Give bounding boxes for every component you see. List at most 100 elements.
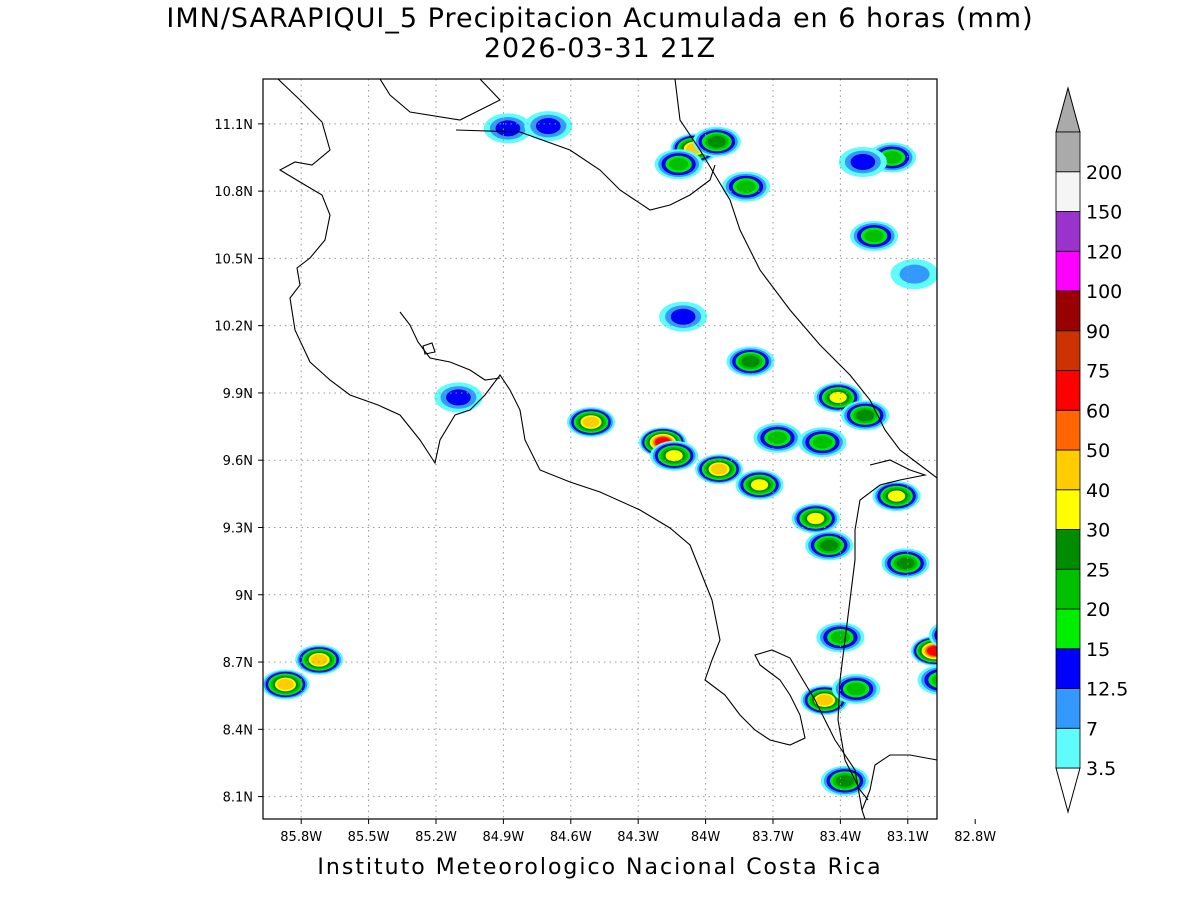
lat-tick-label: 8.7N — [223, 656, 253, 671]
colorbar-label: 90 — [1086, 321, 1110, 343]
colorbar: 3.5 7 12.5 15 20 25 30 40 50 60 75 90 100 120 150 200 — [1055, 86, 1128, 814]
colorbar-min-arrow — [1055, 767, 1081, 814]
precipitation-contour — [736, 180, 756, 193]
colorbar-swatch — [1055, 648, 1081, 689]
precipitation-contour — [1007, 580, 1055, 610]
precipitation-contour — [962, 499, 988, 516]
precipitation-contour — [977, 646, 1013, 669]
map-title: IMN/SARAPIQUI_5 Precipitacion Acumulada … — [166, 3, 1034, 34]
coastlines-borders — [277, 79, 937, 819]
precipitation-contour — [994, 713, 1011, 724]
precipitation-cell — [726, 346, 775, 377]
colorbar-swatch — [1055, 290, 1081, 332]
precipitation-contour — [984, 532, 1020, 555]
precipitation-contour — [1013, 583, 1049, 606]
precipitation-contour — [846, 682, 866, 696]
colorbar-max-arrow — [1055, 86, 1081, 133]
colorbar-label: 12.5 — [1086, 679, 1128, 701]
precipitation-contour — [971, 643, 1019, 673]
precipitation-contour — [941, 627, 965, 642]
lon-tick-label: 85.5W — [348, 830, 390, 845]
precipitation-contour — [990, 535, 1014, 550]
precipitation-cell — [841, 400, 890, 431]
precipitation-contour — [980, 648, 1010, 667]
lon-tick-label: 82.8W — [954, 830, 996, 845]
precipitation-cell — [798, 427, 847, 458]
lon-tick-label: 84.3W — [617, 830, 659, 845]
precipitation-contour — [974, 644, 1016, 670]
precipitation-contour — [899, 264, 930, 284]
precipitation-contour — [1010, 582, 1052, 608]
lon-tick-label: 84.9W — [482, 830, 524, 845]
precipitation-cell — [928, 623, 965, 647]
colorbar-label: 60 — [1086, 400, 1110, 422]
precipitation-contour — [986, 652, 1004, 664]
precipitation-cell — [791, 503, 840, 534]
lon-tick-label: 83.1W — [887, 830, 929, 845]
precipitation-contour — [985, 707, 1020, 729]
precipitation-contour — [856, 409, 875, 422]
precipitation-cell — [890, 259, 937, 290]
lat-tick-label: 10.2N — [214, 320, 253, 335]
precipitation-cell — [971, 643, 1019, 673]
colorbar-swatch — [1055, 370, 1081, 411]
axis-ticks: 85.8W 85.5W 85.2W 84.9W 84.6W 84.3W 84W 83.7W 83… — [214, 118, 996, 845]
precipitation-contour — [665, 450, 683, 462]
map-frame — [262, 78, 938, 820]
lat-tick-label: 10.5N — [214, 252, 253, 267]
precipitation-contour — [983, 706, 1022, 731]
precipitation-cell — [872, 481, 921, 512]
colorbar-swatch — [1055, 568, 1081, 610]
precipitation-contour — [983, 650, 1007, 665]
precipitation-contour — [978, 528, 1026, 558]
precipitation-contour — [812, 436, 833, 449]
precipitation-cell — [917, 665, 937, 695]
colorbar-swatch — [1055, 608, 1081, 650]
lat-tick-label: 9N — [235, 589, 253, 604]
colorbar-swatch — [1055, 489, 1081, 530]
precipitation-contour — [741, 355, 760, 368]
precipitation-contour — [707, 135, 726, 148]
precipitation-layer — [263, 111, 1055, 796]
precipitation-cell — [753, 422, 802, 453]
precipitation-contour — [978, 703, 1026, 733]
colorbar-swatch — [1055, 409, 1081, 451]
colorbar-label: 120 — [1086, 241, 1122, 263]
precipitation-contour — [882, 151, 902, 164]
precipitation-contour — [536, 118, 561, 135]
precipitation-contour — [944, 629, 962, 641]
precipitation-cell — [295, 644, 344, 675]
precipitation-cell — [695, 454, 744, 485]
colorbar-swatch — [1055, 330, 1081, 371]
lon-tick-label: 85.2W — [415, 830, 457, 845]
precipitation-contour — [807, 512, 825, 525]
precipitation-contour — [958, 497, 992, 518]
lat-tick-label: 9.3N — [223, 521, 253, 536]
precipitation-cell — [1007, 580, 1055, 610]
colorbar-swatch — [1055, 211, 1081, 252]
colorbar-label: 3.5 — [1086, 758, 1116, 780]
precipitation-cell — [567, 407, 616, 438]
precipitation-contour — [951, 492, 999, 522]
precipitation-cell — [951, 492, 999, 522]
lat-tick-label: 8.4N — [223, 723, 253, 738]
precipitation-cell — [832, 673, 881, 704]
colorbar-label: 7 — [1086, 718, 1098, 740]
precipitation-contour — [750, 479, 769, 491]
coastline — [674, 79, 937, 479]
colorbar-label: 20 — [1086, 599, 1110, 621]
lat-tick-label: 9.6N — [223, 454, 253, 469]
precipitation-cell — [910, 635, 937, 666]
colorbar-label: 200 — [1086, 162, 1122, 184]
precipitation-contour — [987, 709, 1017, 728]
precipitation-cell — [434, 382, 483, 413]
precipitation-cell — [650, 440, 699, 471]
coastline — [379, 79, 501, 121]
lat-tick-label: 8.1N — [223, 791, 253, 806]
lon-tick-label: 83.4W — [819, 830, 861, 845]
colorbar-label: 40 — [1086, 480, 1110, 502]
colorbar-label: 25 — [1086, 559, 1110, 581]
precipitation-contour — [955, 495, 996, 521]
lat-tick-label: 11.1N — [214, 118, 253, 133]
precipitation-contour — [887, 490, 906, 502]
